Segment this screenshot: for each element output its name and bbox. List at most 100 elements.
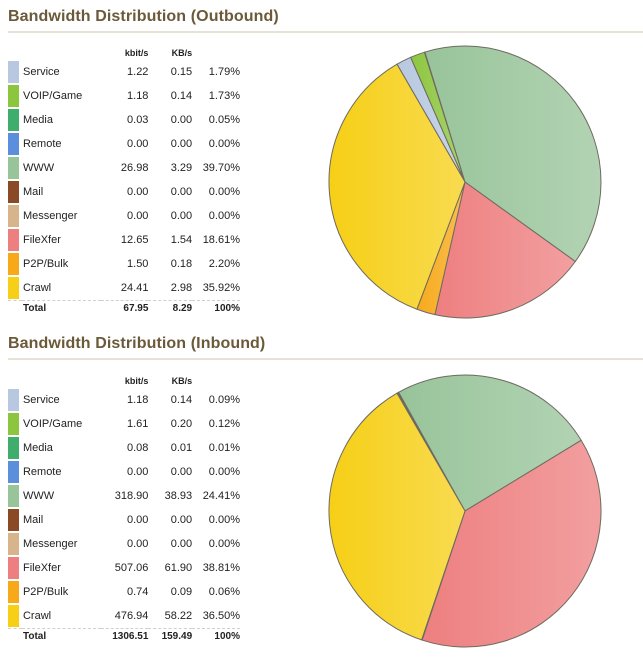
category-name: Mail: [22, 514, 44, 526]
pie-slice-filexfer: [434, 181, 576, 319]
table-row: WWW 26.98 3.29 39.70%: [8, 156, 240, 180]
pct-value: 18.61%: [202, 234, 240, 246]
color-swatch: [8, 133, 19, 155]
kbs-value: 38.93: [164, 490, 193, 502]
kbs-value: 61.90: [164, 562, 193, 574]
total-spacer: [8, 628, 22, 645]
kbits-value: 0.00: [127, 186, 149, 198]
kbits-value: 1.22: [127, 66, 149, 78]
kbs-value: 0.20: [170, 418, 193, 430]
pct-value: 24.41%: [202, 490, 240, 502]
kbs-value: 58.22: [164, 610, 193, 622]
table-row: FileXfer 507.06 61.90 38.81%: [8, 556, 240, 580]
color-swatch: [8, 509, 19, 531]
color-swatch: [8, 461, 19, 483]
color-swatch: [8, 205, 19, 227]
kbs-value: 0.09: [170, 586, 193, 598]
kbs-value: 0.00: [170, 186, 193, 198]
table-header-row: kbit/s KB/s: [8, 374, 240, 388]
outbound-section: Bandwidth Distribution (Outbound) kbit/s…: [8, 8, 643, 319]
pct-value: 0.12%: [208, 418, 240, 430]
color-swatch: [8, 61, 19, 83]
kbs-value: 0.00: [170, 138, 193, 150]
category-name: P2P/Bulk: [22, 258, 69, 270]
category-name: P2P/Bulk: [22, 586, 69, 598]
kbs-value: 3.29: [170, 162, 193, 174]
color-swatch: [8, 229, 19, 251]
table-row: VOIP/Game 1.61 0.20 0.12%: [8, 412, 240, 436]
total-row: Total 67.95 8.29 100%: [8, 300, 240, 317]
pct-value: 35.92%: [202, 282, 240, 294]
color-swatch: [8, 557, 19, 579]
color-swatch: [8, 605, 19, 627]
category-name: FileXfer: [22, 234, 61, 246]
total-kbs: 159.49: [148, 628, 193, 645]
table-row: Service 1.18 0.14 0.09%: [8, 388, 240, 412]
swatch-cell: [8, 204, 22, 228]
kbits-header: kbit/s: [124, 376, 149, 386]
table-row: WWW 318.90 38.93 24.41%: [8, 484, 240, 508]
table-row: Media 0.08 0.01 0.01%: [8, 436, 240, 460]
swatch-cell: [8, 484, 22, 508]
swatch-cell: [8, 532, 22, 556]
total-pct: 100%: [192, 628, 240, 645]
kbits-value: 1.18: [127, 90, 149, 102]
pct-value: 0.05%: [208, 114, 240, 126]
pct-value: 0.09%: [208, 394, 240, 406]
category-name: FileXfer: [22, 562, 61, 574]
swatch-cell: [8, 508, 22, 532]
category-name: Remote: [22, 466, 62, 478]
swatch-cell: [8, 604, 22, 629]
color-swatch: [8, 85, 19, 107]
pie-slice-filexfer: [421, 439, 602, 648]
swatch-cell: [8, 556, 22, 580]
category-name: VOIP/Game: [22, 418, 83, 430]
kbs-value: 0.01: [170, 442, 193, 454]
table-row: Remote 0.00 0.00 0.00%: [8, 460, 240, 484]
kbits-value: 0.03: [127, 114, 149, 126]
pct-header: [192, 46, 240, 60]
category-name: WWW: [22, 490, 55, 502]
swatch-cell: [8, 580, 22, 604]
table-row: Service 1.22 0.15 1.79%: [8, 60, 240, 84]
table-row: Messenger 0.00 0.00 0.00%: [8, 204, 240, 228]
category-name: Crawl: [22, 282, 52, 294]
kbits-value: 0.74: [126, 586, 149, 598]
kbits-value: 476.94: [114, 610, 149, 622]
pie-slice-www: [424, 45, 602, 262]
category-name: Media: [22, 114, 53, 126]
color-swatch: [8, 485, 19, 507]
kbits-header: kbit/s: [124, 48, 149, 58]
swatch-cell: [8, 252, 22, 276]
pct-value: 0.00%: [208, 186, 240, 198]
color-swatch: [8, 581, 19, 603]
swatch-cell: [8, 156, 22, 180]
category-name: Mail: [22, 186, 44, 198]
pct-value: 39.70%: [202, 162, 240, 174]
color-swatch: [8, 277, 19, 299]
kbits-value: 26.98: [120, 162, 149, 174]
total-row: Total 1306.51 159.49 100%: [8, 628, 240, 645]
kbits-value: 0.00: [127, 210, 149, 222]
pct-value: 0.01%: [208, 442, 240, 454]
inbound-pie-chart: [328, 374, 602, 648]
kbits-value: 318.90: [114, 490, 149, 502]
kbits-value: 0.00: [126, 514, 149, 526]
kbits-value: 0.00: [127, 138, 149, 150]
kbs-header: KB/s: [171, 376, 193, 386]
pct-value: 0.00%: [208, 466, 240, 478]
color-swatch: [8, 389, 19, 411]
swatch-cell: [8, 132, 22, 156]
kbits-value: 0.00: [126, 466, 149, 478]
table-row: Mail 0.00 0.00 0.00%: [8, 180, 240, 204]
category-name: Remote: [22, 138, 62, 150]
color-swatch: [8, 109, 19, 131]
swatch-cell: [8, 412, 22, 436]
category-name: Service: [22, 394, 60, 406]
swatch-header: [8, 374, 22, 388]
swatch-cell: [8, 60, 22, 84]
total-pct: 100%: [192, 300, 240, 317]
total-kbits: 67.95: [100, 300, 149, 317]
kbs-value: 0.00: [170, 466, 193, 478]
pct-header: [192, 374, 240, 388]
